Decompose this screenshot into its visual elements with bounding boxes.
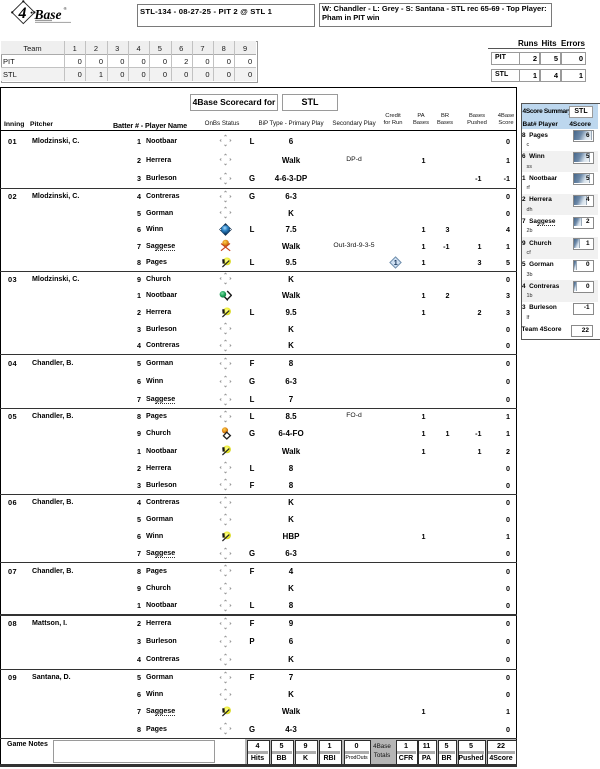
- svg-text:Base: Base: [34, 7, 62, 22]
- svg-text:1: 1: [394, 258, 398, 267]
- svg-text:4: 4: [18, 5, 27, 22]
- svg-text:®: ®: [64, 6, 68, 11]
